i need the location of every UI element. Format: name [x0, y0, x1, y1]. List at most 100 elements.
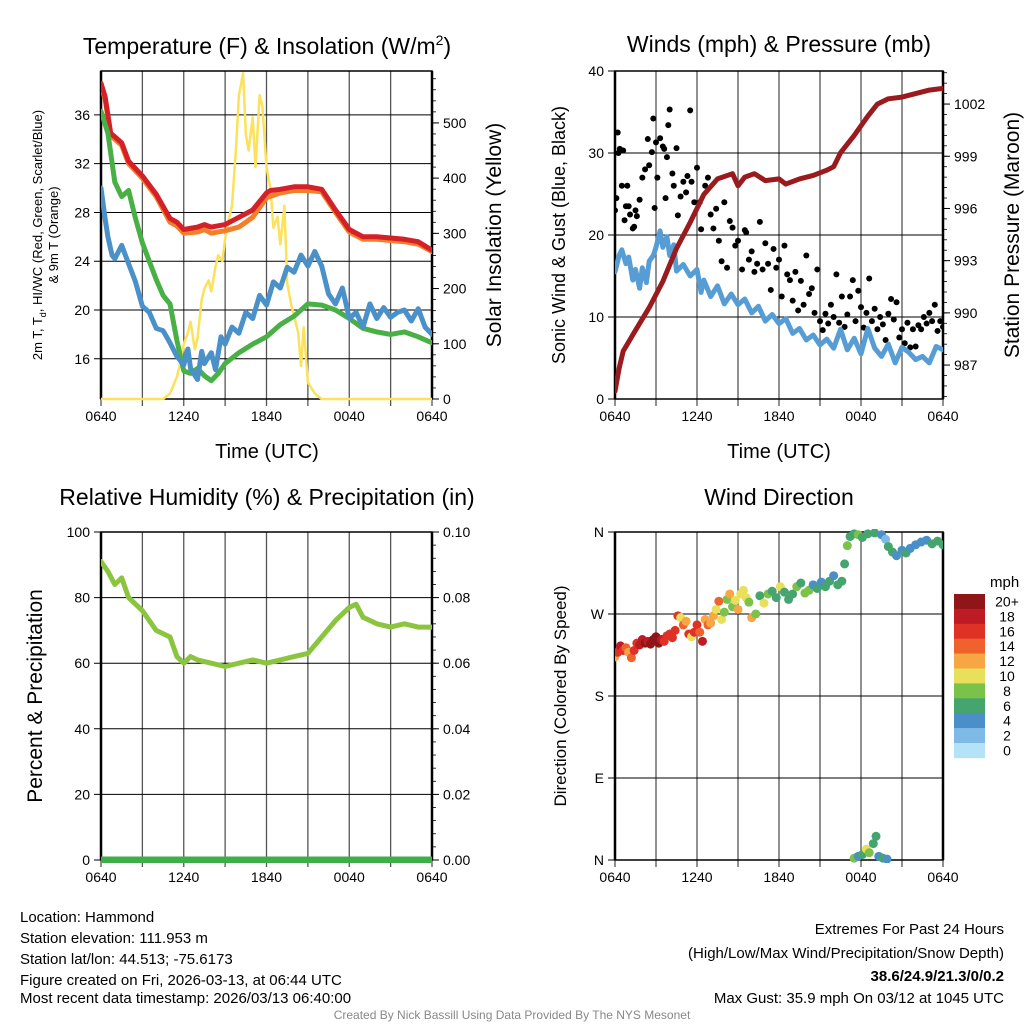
wind-direction-point [812, 583, 822, 593]
y-tick-label: S [595, 688, 604, 704]
y-tick-label: 0 [82, 852, 90, 868]
gust-point [721, 199, 728, 206]
gust-point [907, 344, 914, 351]
colorbar-label: 2 [1003, 728, 1011, 744]
gust-point [639, 174, 646, 181]
wind-direction-point [692, 620, 702, 630]
wind-direction-point [938, 540, 943, 550]
wind-direction-point [892, 551, 902, 561]
gust-point [866, 275, 873, 282]
data-layer [101, 71, 432, 401]
gust-point [792, 268, 799, 275]
gust-point [901, 340, 908, 347]
gust-point [726, 218, 733, 225]
gust-point [615, 129, 621, 136]
y-tick-label: 10 [588, 309, 604, 325]
wind-direction-point [767, 586, 777, 596]
gust-point [680, 178, 687, 185]
x-tick-label: 0640 [85, 408, 116, 424]
gust-point [666, 106, 673, 113]
gust-point [694, 164, 700, 171]
y-tick-label: 80 [74, 590, 90, 606]
plot-panel-2: 0640 1240 1840 0040 06400204060801000.000.02… [67, 524, 471, 885]
gust-point [909, 326, 916, 333]
gust-point [890, 316, 897, 323]
extremes-info: Extremes For Past 24 Hours (High/Low/Max… [688, 921, 1004, 1007]
gust-point [885, 310, 892, 317]
colorbar-label: 6 [1003, 698, 1011, 714]
gust-point [710, 225, 717, 232]
gust-point [781, 242, 788, 249]
gust-point [893, 299, 900, 306]
x-tick-label: 1240 [168, 869, 199, 885]
wind-direction-point [881, 534, 891, 544]
x-tick-label: 0040 [334, 408, 365, 424]
wind-direction-point [730, 595, 740, 605]
gust-point [899, 326, 905, 333]
x-tick-label: 0640 [599, 869, 630, 885]
temperature-ylabel-line2: & 9m T (Orange) [46, 186, 61, 283]
gust-point [756, 218, 763, 225]
gust-point [687, 107, 694, 114]
gust-point [918, 326, 925, 333]
colorbar-label: 8 [1003, 683, 1011, 699]
gust-point [852, 318, 859, 325]
station-info: Location: Hammond Station elevation: 111… [20, 909, 351, 1007]
series-station-pressure [615, 85, 943, 394]
gust-point [633, 213, 640, 220]
colorbar-label: 20+ [995, 593, 1019, 609]
pressure-ylabel: Station Pressure (Maroon) [1001, 112, 1024, 358]
wind-direction-point [759, 598, 769, 608]
gust-point [684, 172, 691, 179]
y-tick-label: W [591, 606, 605, 622]
gust-point [855, 287, 862, 294]
gust-point [940, 323, 943, 330]
wind-direction-point [755, 591, 765, 601]
y-tick-label: N [594, 524, 604, 540]
wind-direction-ylabel: Direction (Colored By Speed) [551, 585, 570, 806]
gust-point [827, 301, 834, 308]
wind-direction-point [870, 529, 880, 538]
gust-point [688, 178, 695, 185]
gust-point [661, 145, 668, 152]
gust-point [762, 240, 769, 247]
gust-point [849, 277, 856, 284]
gust-point [833, 271, 840, 278]
series-relative-humidity [101, 559, 432, 669]
gust-point [636, 196, 643, 203]
gust-point [879, 321, 886, 328]
y2-tick-label: 987 [954, 357, 978, 373]
y-tick-label: 32 [74, 156, 90, 172]
y-tick-label: 40 [588, 63, 604, 79]
gust-point [627, 211, 634, 218]
series-solar-insolation [101, 71, 432, 401]
gust-point [748, 248, 755, 255]
extremes-title: Extremes For Past 24 Hours [815, 921, 1004, 938]
wind-direction-point [733, 604, 743, 614]
colorbar-bin [954, 623, 985, 639]
humidity-chart-title: Relative Humidity (%) & Precipitation (i… [59, 484, 474, 510]
solar-ylabel: Solar Insolation (Yellow) [483, 123, 506, 348]
gust-point [653, 139, 659, 146]
latlon-text: Station lat/lon: 44.513; -75.6173 [20, 951, 233, 968]
temperature-xlabel: Time (UTC) [215, 441, 319, 463]
y2-tick-label: 0.02 [443, 786, 470, 802]
gust-point [841, 323, 848, 330]
y-tick-label: 20 [74, 786, 90, 802]
winds-ylabel: Sonic Wind & Gust (Blue, Black) [549, 106, 569, 364]
gust-point [618, 182, 625, 189]
wind-direction-point [667, 633, 677, 643]
data-layer [615, 85, 943, 394]
colorbar-label: 12 [999, 653, 1015, 669]
x-tick-label: 1240 [168, 408, 199, 424]
wind-direction-point [711, 604, 721, 614]
gust-point [797, 277, 804, 284]
y-tick-label: 36 [74, 107, 90, 123]
y-tick-label: N [594, 852, 604, 868]
y2-tick-label: 100 [443, 336, 467, 352]
gust-point [702, 182, 709, 189]
wind-direction-point [719, 607, 729, 617]
gust-point [931, 301, 938, 308]
wind-direction-point [738, 585, 748, 595]
wind-direction-point [837, 576, 847, 586]
